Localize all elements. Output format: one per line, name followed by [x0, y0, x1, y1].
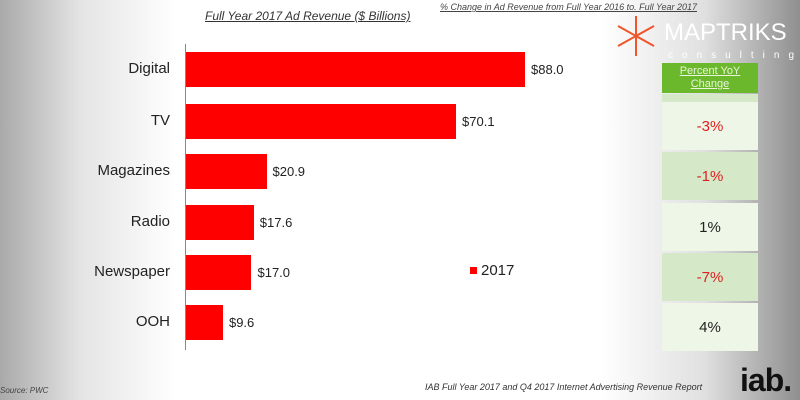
yoy-title: % Change in Ad Revenue from Full Year 20…	[440, 2, 697, 12]
yoy-cell: 1%	[662, 203, 758, 251]
maptriks-star-icon: MAPTRIKS consulting	[617, 16, 796, 61]
bar-newspaper	[186, 255, 252, 290]
svg-text:MAPTRIKS: MAPTRIKS	[664, 19, 787, 46]
maptriks-watermark: MAPTRIKS consulting	[616, 8, 796, 67]
yoy-cell: -7%	[662, 253, 758, 301]
legend-swatch	[470, 267, 477, 274]
category-label: TV	[150, 112, 170, 129]
bar-magazines	[186, 154, 267, 189]
iab-logo: iab.	[740, 362, 792, 398]
category-label: Digital	[128, 60, 170, 77]
yoy-cell: 4%	[662, 303, 758, 351]
bar-digital	[186, 52, 525, 87]
category-label: Magazines	[97, 162, 170, 179]
svg-text:consulting: consulting	[668, 50, 796, 61]
category-label: OOH	[135, 313, 170, 330]
bar-radio	[186, 205, 254, 240]
yoy-cell: -1%	[662, 152, 758, 200]
value-label: $9.6	[228, 315, 255, 330]
legend-label: 2017	[481, 262, 515, 279]
category-label: Newspaper	[94, 263, 170, 280]
value-label: $20.9	[272, 164, 306, 179]
category-label: Radio	[130, 213, 170, 230]
y-axis-line	[185, 44, 186, 350]
bar-tv	[186, 104, 457, 139]
value-label: $70.1	[462, 114, 495, 129]
value-label: $88.0	[531, 62, 564, 77]
chart-title: Full Year 2017 Ad Revenue ($ Billions)	[205, 9, 411, 23]
report-note: IAB Full Year 2017 and Q4 2017 Internet …	[425, 382, 703, 392]
bar-ooh	[186, 305, 223, 340]
legend: 2017	[470, 262, 514, 279]
yoy-header: Percent YoY Change	[662, 63, 758, 93]
source-note: Source: PWC	[0, 386, 49, 395]
yoy-cell: -3%	[662, 102, 758, 150]
value-label: $17.6	[259, 215, 293, 230]
value-label: $17.0	[257, 265, 291, 280]
